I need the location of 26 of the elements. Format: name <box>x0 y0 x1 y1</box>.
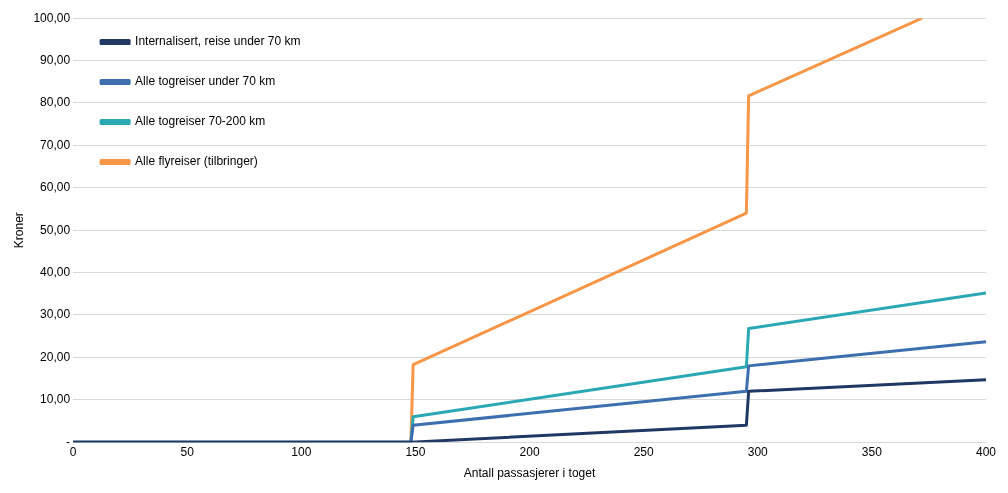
y-tick-label: - <box>66 434 71 449</box>
y-tick-label: 10,00 <box>40 392 71 407</box>
y-tick-label: 80,00 <box>40 95 71 110</box>
x-tick-label: 0 <box>69 444 77 459</box>
legend-label: Alle togreiser under 70 km <box>135 74 276 89</box>
x-axis-title: Antall passasjerer i toget <box>463 466 596 481</box>
x-tick-label: 300 <box>747 444 769 459</box>
x-tick-label: 50 <box>180 444 195 459</box>
x-tick-label: 250 <box>633 444 654 459</box>
y-axis-title: Kroner <box>11 212 26 249</box>
legend-label: Internalisert, reise under 70 km <box>135 34 301 49</box>
y-tick-label: 70,00 <box>40 137 71 152</box>
y-tick-label: 100,00 <box>33 10 71 25</box>
y-tick-label: 50,00 <box>40 222 71 237</box>
x-tick-label: 100 <box>291 444 312 459</box>
legend-label: Alle togreiser 70-200 km <box>135 114 266 129</box>
x-tick-label: 150 <box>405 444 426 459</box>
x-tick-label: 400 <box>975 444 997 459</box>
y-tick-label: 40,00 <box>40 264 71 279</box>
x-tick-label: 350 <box>861 444 883 459</box>
legend-label: Alle flyreiser (tilbringer) <box>135 154 258 169</box>
y-tick-label: 60,00 <box>40 180 71 195</box>
x-tick-label: 200 <box>519 444 540 459</box>
y-tick-label: 30,00 <box>40 307 71 322</box>
y-tick-label: 90,00 <box>40 52 71 67</box>
y-tick-label: 20,00 <box>40 349 71 364</box>
